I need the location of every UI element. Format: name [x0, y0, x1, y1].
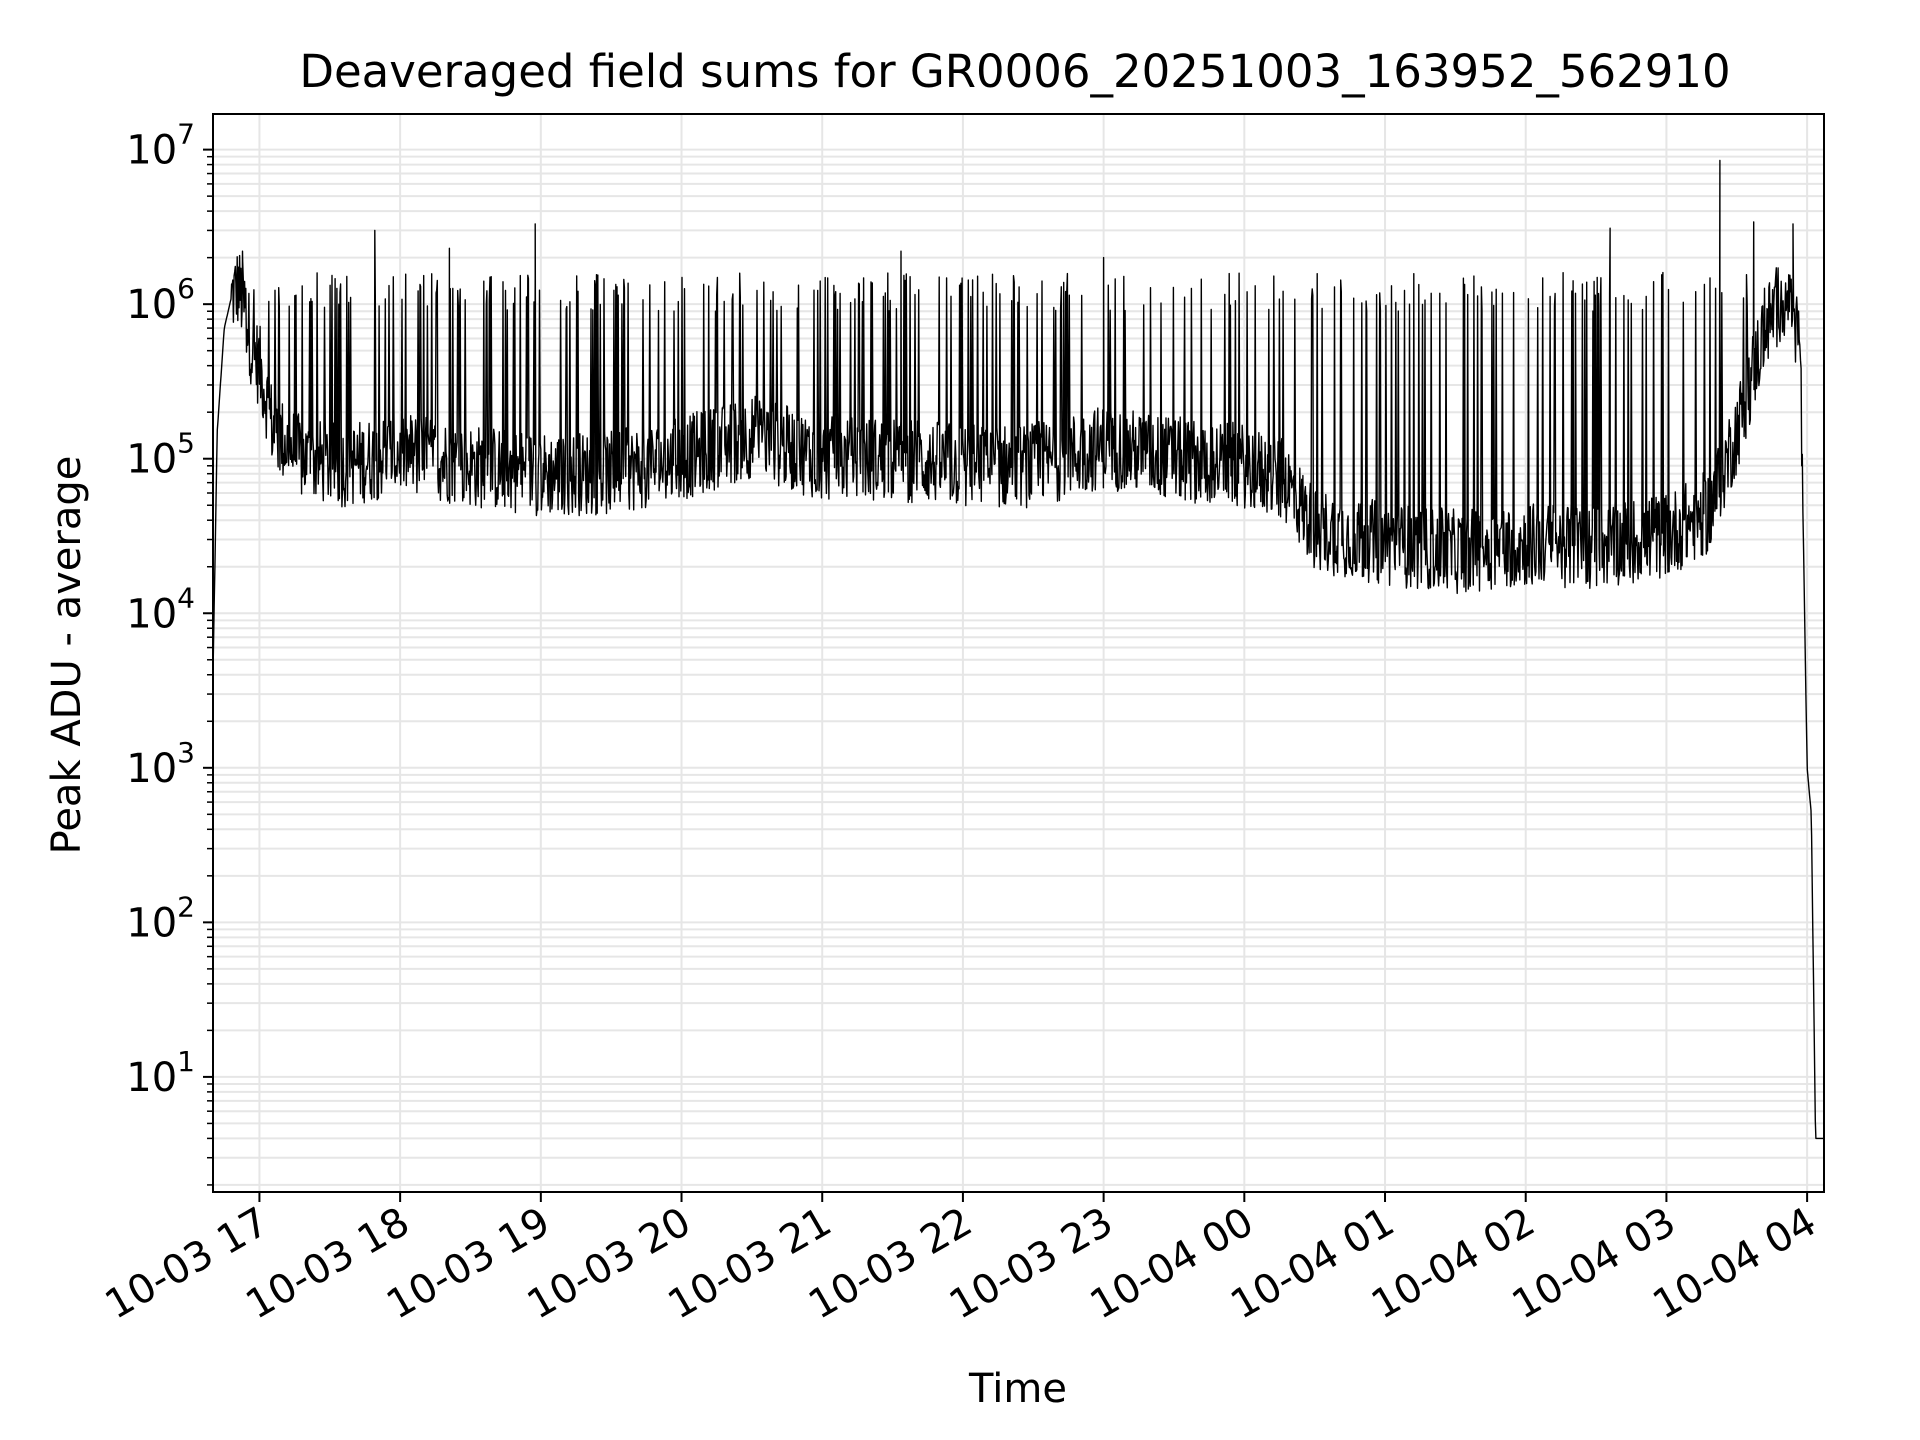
y-tick-base: 10 — [126, 128, 177, 174]
chart-title: Deaveraged field sums for GR0006_2025100… — [299, 45, 1730, 98]
y-tick-exponent: 2 — [177, 890, 195, 923]
y-tick-exponent: 7 — [177, 118, 195, 151]
y-tick-exponent: 4 — [177, 581, 195, 614]
y-tick-label: 107 — [126, 118, 195, 174]
y-tick-base: 10 — [126, 282, 177, 328]
y-tick-label: 106 — [126, 272, 195, 328]
y-tick-exponent: 1 — [177, 1045, 195, 1078]
y-tick-exponent: 3 — [177, 736, 195, 769]
y-tick-base: 10 — [126, 437, 177, 483]
y-tick-exponent: 6 — [177, 272, 195, 305]
y-tick-label: 103 — [126, 736, 195, 792]
x-axis-label: Time — [968, 1366, 1067, 1412]
y-tick-base: 10 — [126, 591, 177, 637]
grid — [213, 114, 1824, 1192]
y-tick-exponent: 5 — [177, 427, 195, 460]
y-tick-label: 101 — [126, 1045, 195, 1101]
y-tick-label: 104 — [126, 581, 195, 637]
plot-frame — [212, 113, 1825, 1193]
y-axis-label: Peak ADU - average — [44, 456, 90, 855]
y-tick-base: 10 — [126, 746, 177, 792]
y-tick-base: 10 — [126, 1055, 177, 1101]
y-tick-label: 105 — [126, 427, 195, 483]
y-tick-label: 102 — [126, 890, 195, 946]
series-line — [212, 159, 1825, 1140]
y-tick-base: 10 — [126, 900, 177, 946]
data-series — [212, 159, 1825, 1140]
